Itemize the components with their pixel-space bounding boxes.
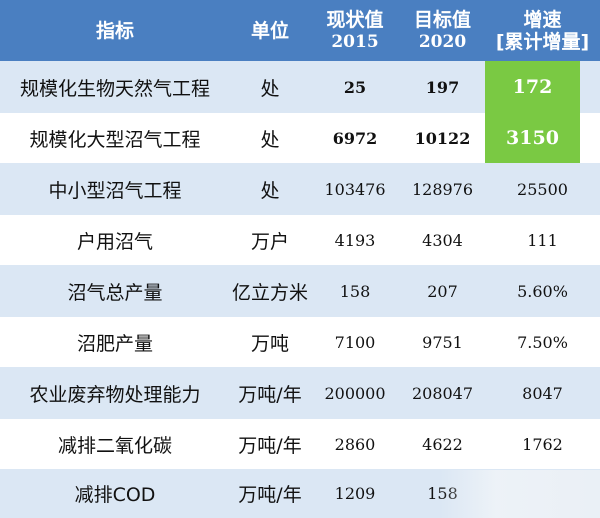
row-current: 6972 [332,128,378,148]
row-current: 2860 [334,434,376,454]
row-indicator: 户用沼气 [76,230,153,253]
watermark-fade [440,470,600,518]
row-unit: 万吨/年 [238,383,302,406]
row-indicator: 沼肥产量 [76,332,153,355]
row-growth-highlight: 3150 [485,113,580,163]
row-indicator: 农业废弃物处理能力 [29,383,201,406]
row-indicator: 沼气总产量 [67,281,163,304]
table-header: 指标 单位 现状值 2015 目标值 2020 增速 [累计增量] [0,0,600,61]
row-target: 9751 [422,332,463,352]
header-indicator: 指标 [0,0,230,61]
row-target: 208047 [411,383,474,403]
row-current: 103476 [324,179,386,199]
row-target: 197 [425,77,460,97]
row-target: 207 [427,281,458,301]
row-growth: 25500 [517,179,568,199]
header-target: 目标值 2020 [400,0,485,61]
table-row: 规模化大型沼气工程 处 6972 10122 3150 [0,113,600,163]
header-current-label: 现状值 [326,8,384,31]
row-target: 10122 [414,128,471,148]
row-current: 4193 [334,230,376,250]
row-unit: 处 [260,179,280,202]
header-growth-label: 增速 [523,8,562,31]
table-row: 规模化生物天然气工程 处 25 197 172 [0,61,600,113]
table-row: 减排二氧化碳 万吨/年 2860 4622 1762 [0,419,600,469]
header-growth: 增速 [累计增量] [485,0,600,61]
table-row: 中小型沼气工程 处 103476 128976 25500 [0,163,600,215]
header-unit-label: 单位 [250,19,289,42]
row-growth-highlight: 172 [485,61,580,113]
row-growth: 111 [527,230,558,250]
header-current-year: 2015 [331,31,379,52]
row-indicator: 减排COD [74,484,156,506]
row-growth: 8047 [522,383,563,403]
row-current: 200000 [324,383,386,403]
row-current: 158 [339,281,371,301]
row-target: 4304 [422,230,463,250]
row-unit: 处 [260,77,280,100]
row-unit: 万户 [250,230,289,253]
header-current: 现状值 2015 [310,0,400,61]
row-growth: 5.60% [517,281,568,301]
header-indicator-label: 指标 [95,19,134,42]
row-current: 1209 [334,484,376,503]
table-row: 农业废弃物处理能力 万吨/年 200000 208047 8047 [0,367,600,419]
header-growth-sub: [累计增量] [495,30,590,53]
row-current: 25 [343,77,367,97]
table-row: 户用沼气 万户 4193 4304 111 [0,215,600,265]
row-indicator: 规模化大型沼气工程 [29,128,201,151]
row-unit: 万吨 [250,332,289,355]
row-indicator: 减排二氧化碳 [57,434,172,457]
row-growth: 7.50% [517,332,568,352]
row-unit: 亿立方米 [231,281,308,304]
row-indicator: 中小型沼气工程 [48,179,182,202]
row-target: 128976 [411,179,474,199]
header-unit: 单位 [230,0,310,61]
row-growth: 1762 [522,434,563,454]
row-indicator: 规模化生物天然气工程 [19,77,210,100]
row-unit: 处 [260,128,280,151]
row-unit: 万吨/年 [238,434,302,457]
table-row: 沼肥产量 万吨 7100 9751 7.50% [0,317,600,367]
row-current: 7100 [334,332,376,352]
table-row: 沼气总产量 亿立方米 158 207 5.60% [0,265,600,317]
header-target-year: 2020 [418,31,467,52]
row-target: 4622 [422,434,463,454]
row-unit: 万吨/年 [238,484,302,506]
header-target-label: 目标值 [413,8,471,31]
